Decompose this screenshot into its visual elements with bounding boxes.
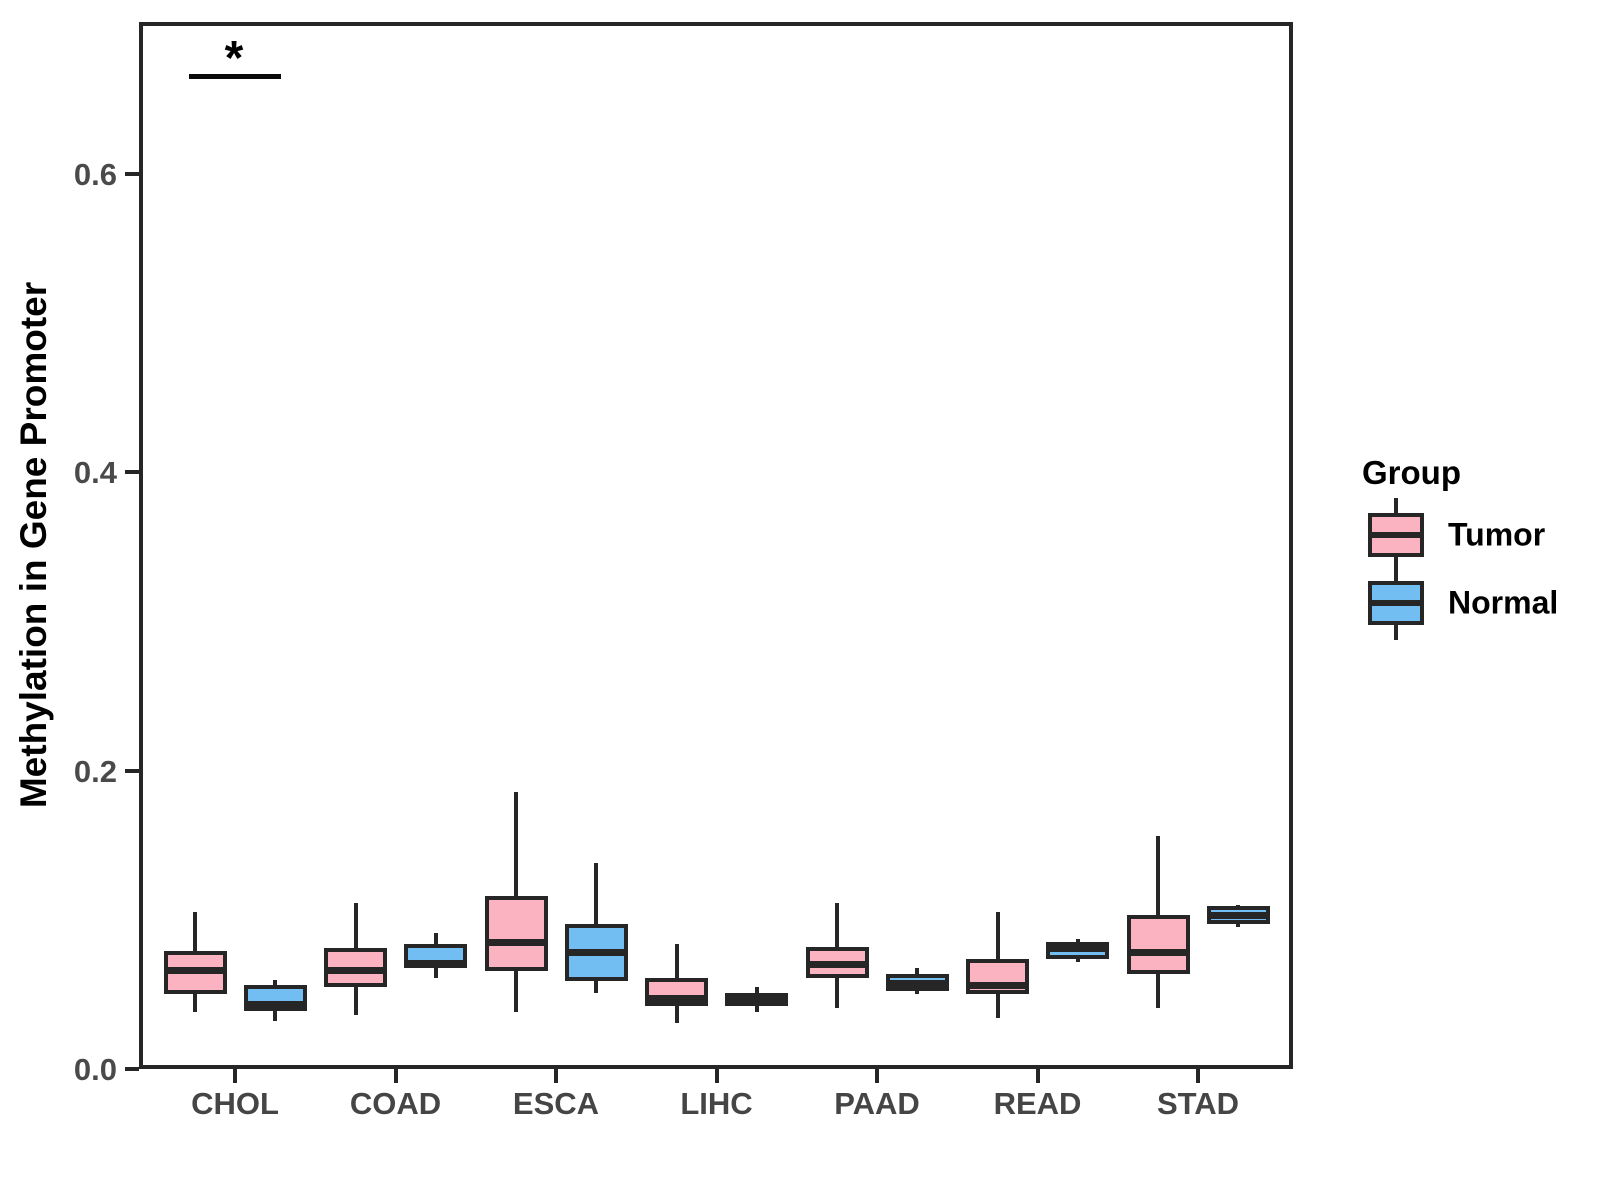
x-tick-label: PAAD <box>834 1086 920 1121</box>
x-tick-mark <box>1196 1069 1200 1083</box>
median-tumor-coad <box>324 967 387 975</box>
y-tick-mark <box>125 172 139 177</box>
legend-label-normal: Normal <box>1448 584 1559 621</box>
y-tick-mark <box>125 470 139 475</box>
x-tick-mark <box>714 1069 719 1083</box>
plot-panel <box>139 22 1293 1069</box>
x-tick-mark <box>875 1069 879 1083</box>
key-median <box>1368 532 1424 538</box>
significance-star: * <box>224 32 244 86</box>
median-normal-lihc <box>725 996 788 1004</box>
median-normal-stad <box>1206 911 1270 919</box>
median-normal-esca <box>564 949 628 957</box>
y-tick-label: 0.6 <box>73 157 117 193</box>
boxplot-key-icon <box>1368 566 1424 640</box>
x-tick-label: CHOL <box>191 1086 279 1121</box>
y-tick-label: 0.0 <box>73 1052 117 1087</box>
legend-label-tumor: Tumor <box>1448 516 1546 553</box>
x-tick-label: STAD <box>1156 1086 1240 1121</box>
x-tick-mark <box>233 1069 237 1083</box>
box-tumor-stad <box>1126 915 1190 974</box>
legend: Group Tumor Normal <box>1340 440 1590 670</box>
x-tick-mark <box>554 1069 558 1083</box>
y-tick-mark <box>125 768 139 773</box>
median-tumor-paad <box>805 961 869 969</box>
median-normal-read <box>1046 944 1109 952</box>
median-tumor-esca <box>484 938 548 946</box>
box-tumor-read <box>966 958 1029 995</box>
x-tick-mark <box>1035 1069 1040 1083</box>
legend-title: Group <box>1362 454 1461 491</box>
median-normal-paad <box>885 980 949 988</box>
median-tumor-chol <box>163 967 227 975</box>
x-tick-label: ESCA <box>512 1086 600 1121</box>
legend-entry-tumor: Tumor <box>1340 498 1590 572</box>
x-tick-mark <box>393 1069 398 1083</box>
median-tumor-read <box>966 981 1029 989</box>
x-tick-label: LIHC <box>680 1086 753 1121</box>
significance-bracket <box>189 74 281 80</box>
y-tick-label: 0.4 <box>73 455 117 491</box>
legend-entry-normal: Normal <box>1340 566 1590 640</box>
x-tick-label: COAD <box>349 1086 442 1121</box>
box-tumor-esca <box>484 895 548 971</box>
x-tick-label: READ <box>993 1086 1082 1121</box>
y-tick-mark <box>125 1067 139 1071</box>
key-median <box>1368 600 1424 606</box>
y-tick-label: 0.2 <box>73 753 117 789</box>
median-tumor-lihc <box>645 995 708 1003</box>
median-normal-coad <box>404 959 467 967</box>
median-tumor-stad <box>1126 949 1190 957</box>
y-axis-title-text: Methylation in Gene Promoter <box>13 281 54 809</box>
median-normal-chol <box>243 1001 307 1009</box>
boxplot-key-icon <box>1368 498 1424 572</box>
